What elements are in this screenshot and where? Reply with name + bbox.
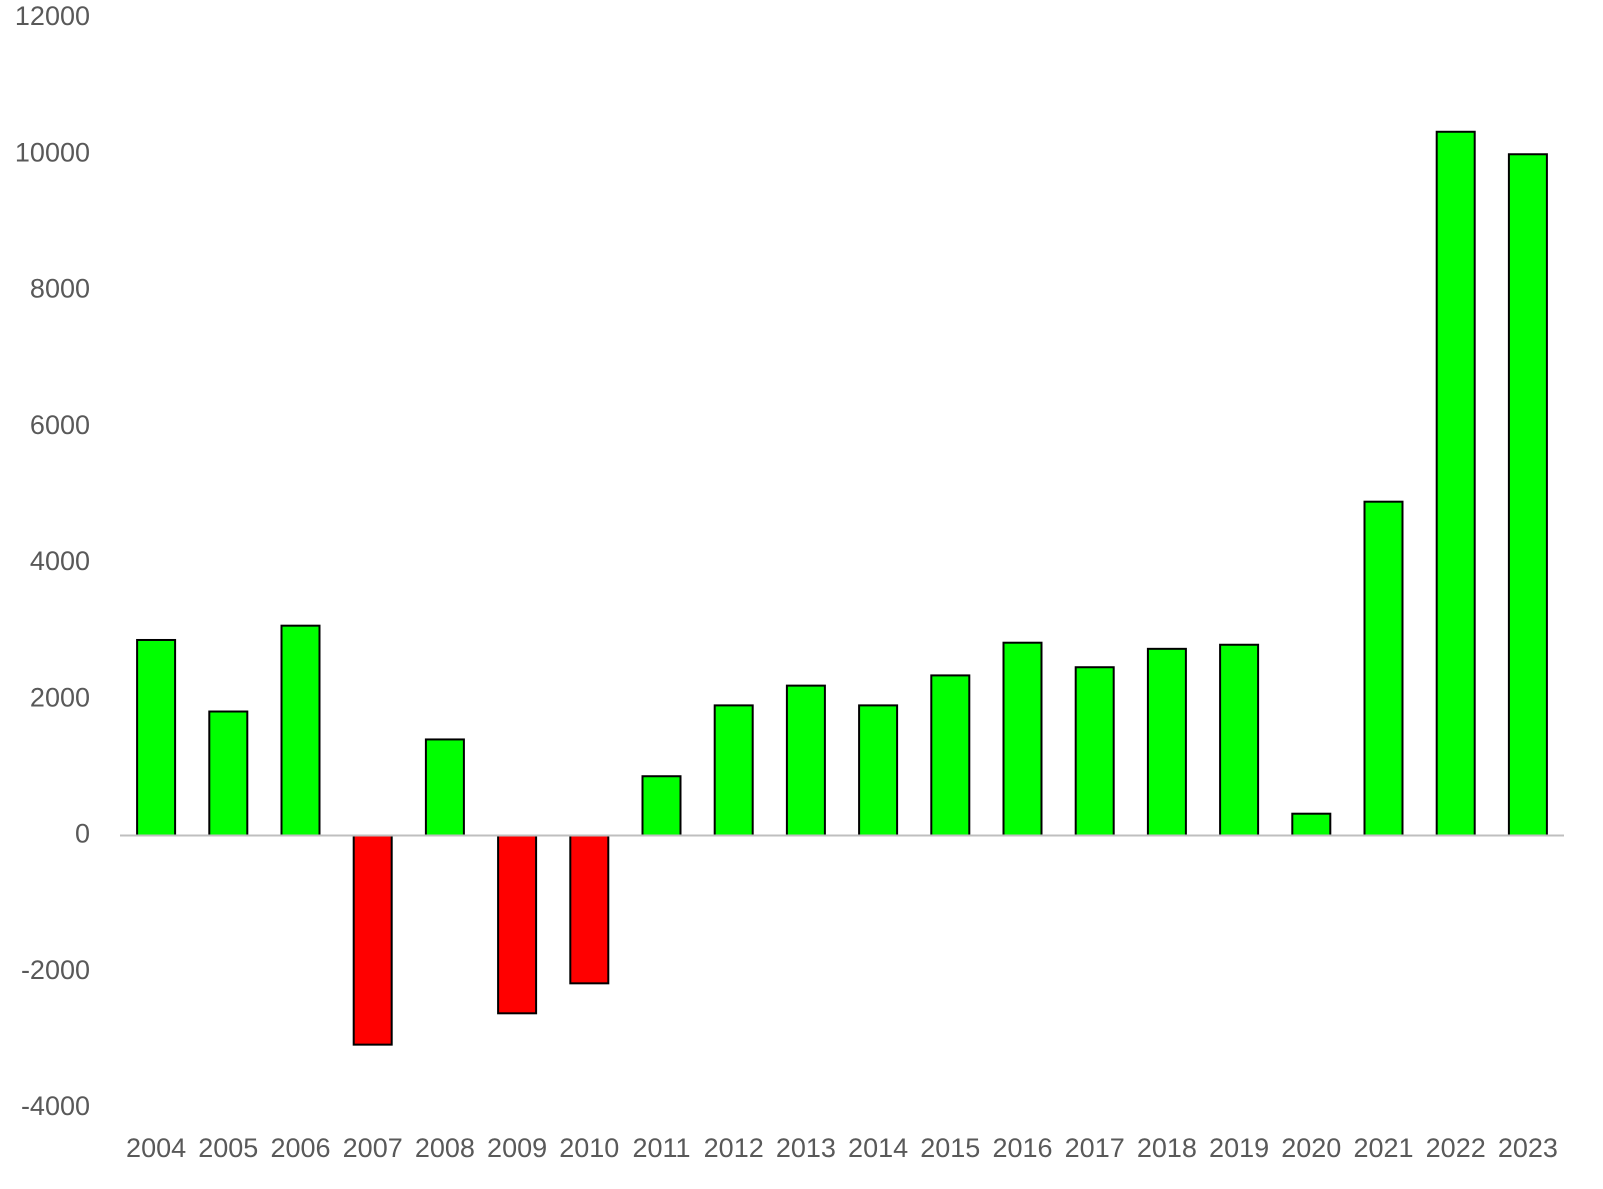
bar [1507, 153, 1548, 837]
x-tick-label: 2004 [126, 1133, 186, 1163]
x-tick-label: 2019 [1209, 1133, 1269, 1163]
bar [1291, 812, 1332, 837]
x-tick-label: 2010 [559, 1133, 619, 1163]
x-tick-label: 2005 [198, 1133, 258, 1163]
bar [1002, 641, 1043, 837]
x-tick-label: 2007 [343, 1133, 403, 1163]
bar [136, 638, 177, 837]
y-tick-label: 10000 [15, 137, 90, 167]
y-tick-label: 12000 [15, 1, 90, 31]
x-tick-label: 2016 [992, 1133, 1052, 1163]
bar [569, 834, 610, 985]
bar [1219, 643, 1260, 837]
x-tick-label: 2018 [1137, 1133, 1197, 1163]
bar [713, 704, 754, 837]
x-tick-label: 2023 [1498, 1133, 1558, 1163]
bar [1074, 666, 1115, 837]
bar [641, 775, 682, 837]
bar [930, 674, 971, 837]
bar [858, 704, 899, 837]
y-tick-label: 0 [75, 819, 90, 849]
x-tick-label: 2017 [1065, 1133, 1125, 1163]
x-tick-label: 2009 [487, 1133, 547, 1163]
bar [208, 710, 249, 837]
x-tick-label: 2022 [1426, 1133, 1486, 1163]
bar [1146, 647, 1187, 837]
x-tick-label: 2013 [776, 1133, 836, 1163]
x-tick-label: 2012 [704, 1133, 764, 1163]
x-tick-label: 2015 [920, 1133, 980, 1163]
y-tick-label: 8000 [30, 274, 90, 304]
y-tick-label: -4000 [21, 1091, 90, 1121]
x-tick-label: 2008 [415, 1133, 475, 1163]
x-tick-label: 2021 [1353, 1133, 1413, 1163]
bar [424, 738, 465, 837]
bar [1435, 130, 1476, 837]
y-tick-label: 4000 [30, 546, 90, 576]
y-tick-label: 2000 [30, 682, 90, 712]
bar [352, 834, 393, 1046]
y-tick-label: -2000 [21, 955, 90, 985]
bar [280, 624, 321, 837]
x-tick-label: 2011 [632, 1133, 690, 1163]
x-tick-label: 2006 [270, 1133, 330, 1163]
x-tick-label: 2014 [848, 1133, 908, 1163]
bar [1363, 500, 1404, 837]
x-tick-label: 2020 [1281, 1133, 1341, 1163]
y-tick-label: 6000 [30, 410, 90, 440]
bar [785, 684, 826, 837]
bar [497, 834, 538, 1015]
